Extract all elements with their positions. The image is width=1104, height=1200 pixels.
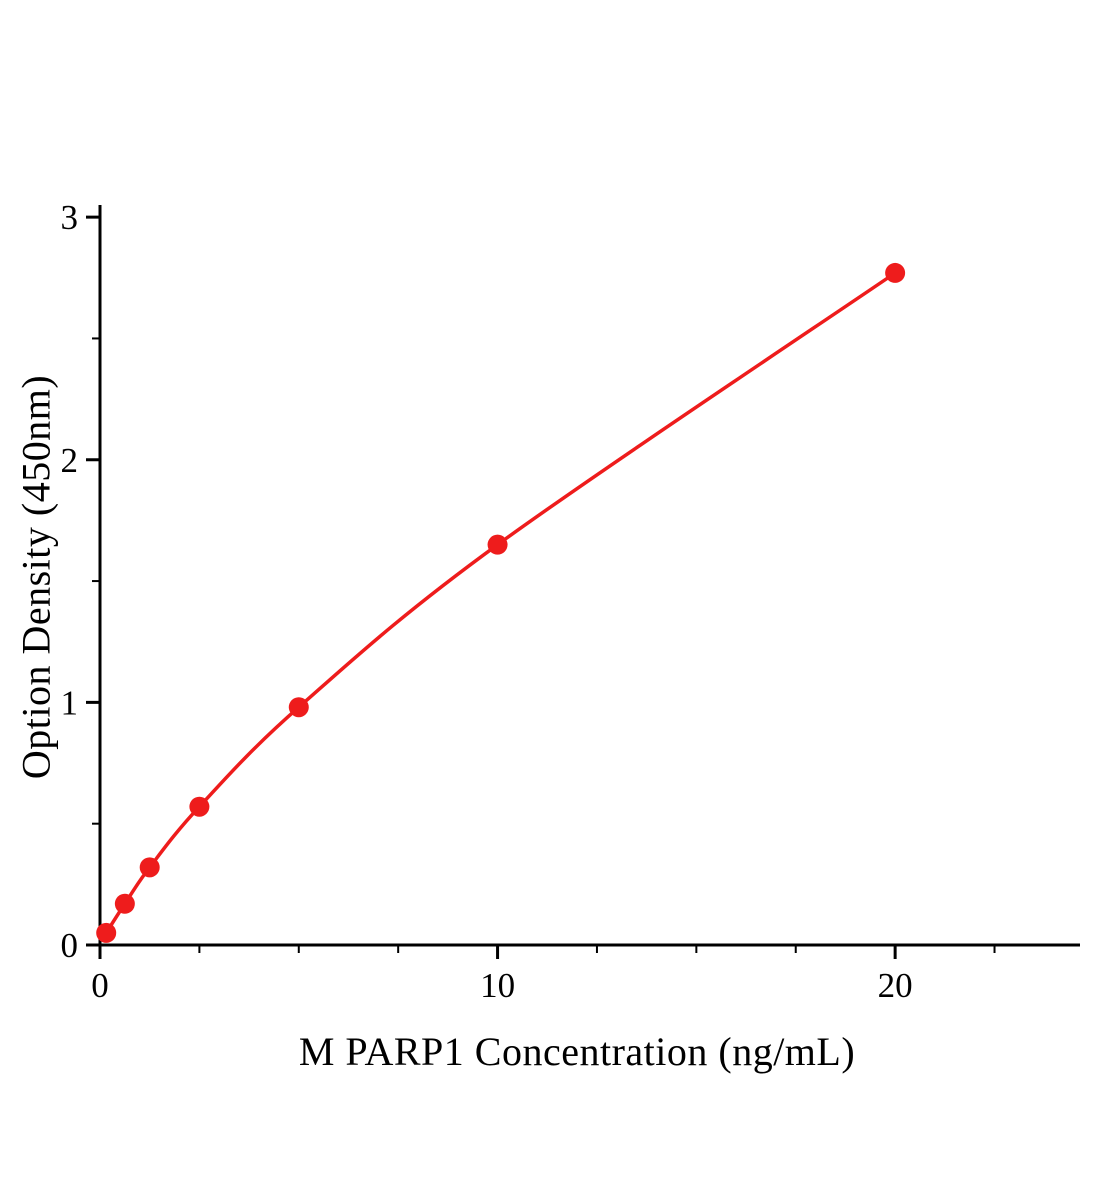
data-point <box>96 922 117 943</box>
axes-lines <box>98 205 1080 947</box>
data-point <box>139 857 160 878</box>
data-point <box>288 697 309 718</box>
y-tick-label: 1 <box>61 683 79 722</box>
x-tick-label: 20 <box>878 966 913 1005</box>
data-point <box>487 534 508 555</box>
data-point <box>189 796 210 817</box>
y-tick-label: 2 <box>61 441 79 480</box>
y-tick-label: 0 <box>61 926 79 965</box>
curve-line <box>104 271 897 935</box>
y-axis-title: Option Density (450nm) <box>13 374 59 780</box>
data-point <box>885 262 906 283</box>
x-tick-label: 10 <box>480 966 515 1005</box>
y-tick-label: 3 <box>61 198 79 237</box>
data-point <box>114 893 135 914</box>
x-tick-label: 0 <box>91 966 109 1005</box>
x-axis-title: M PARP1 Concentration (ng/mL) <box>298 1029 856 1074</box>
